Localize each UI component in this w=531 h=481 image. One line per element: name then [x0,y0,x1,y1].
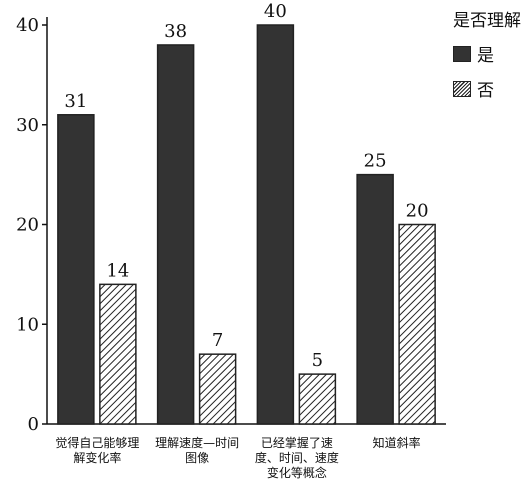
legend-title: 是否理解 [453,11,521,31]
y-tick-label: 10 [16,314,39,335]
bar-yes [256,24,295,425]
x-category-label: 觉得自己能够理解变化率 [55,436,140,465]
bar-yes [356,173,394,425]
bars [57,24,436,425]
x-category-label: 已经掌握了速度、时间、速度变化等概念 [254,436,339,480]
bar-value-label: 38 [164,21,187,42]
bar-value-label: 20 [406,201,429,222]
legend-swatch-yes [453,45,471,62]
legend-swatch-no [453,80,471,97]
legend-item-yes: 是 [453,41,521,66]
value-labels: 31 14 38 7 40 5 25 20 [64,1,428,371]
legend-item-no: 否 [453,76,521,101]
x-category-label: 知道斜率 [372,436,421,450]
y-tick-label: 30 [16,115,39,136]
legend: 是否理解 是 否 [453,6,521,101]
bar-no [298,373,337,425]
bar-no [198,353,237,425]
y-tick-label: 20 [16,215,39,236]
bar-value-label: 5 [312,350,323,371]
bar-value-label: 7 [212,330,223,351]
y-tick-label: 0 [28,414,39,435]
legend-label-yes: 是 [477,46,494,66]
bar-no [398,223,436,425]
bar-no [99,283,137,425]
bar-value-label: 25 [364,151,387,172]
x-category-label: 理解速度—时间图像 [155,436,240,465]
bar-yes [57,114,95,425]
bar-value-label: 40 [264,1,287,22]
bar-value-label: 31 [64,91,87,112]
bar-yes [156,44,195,425]
bar-value-label: 14 [106,260,129,281]
y-tick-label: 40 [16,15,39,36]
legend-label-no: 否 [477,81,494,101]
